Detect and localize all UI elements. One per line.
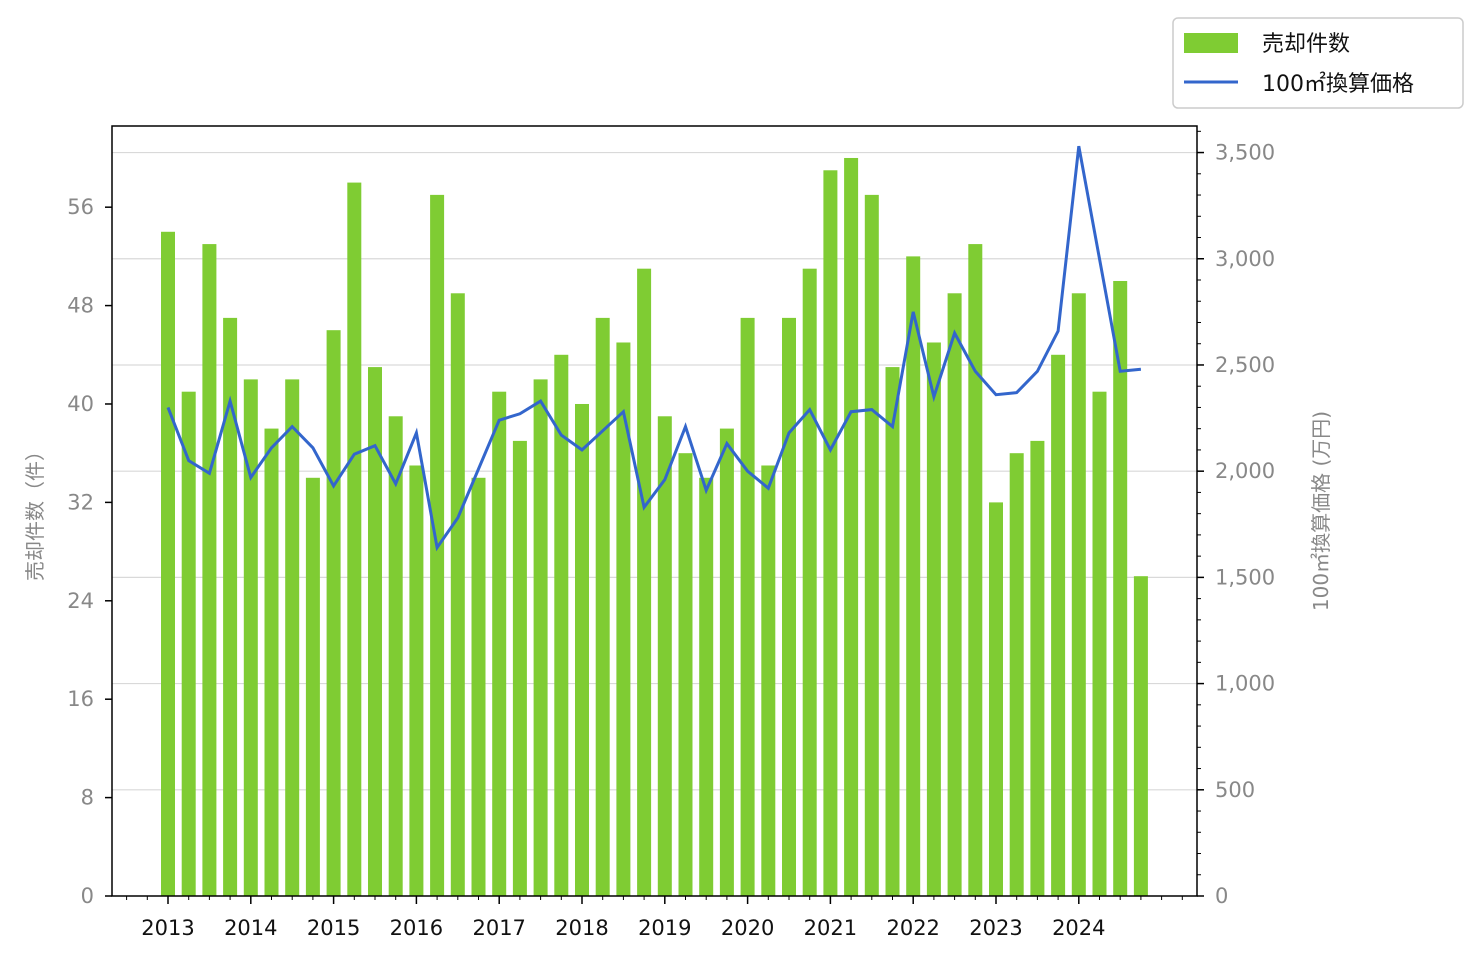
bar-15 bbox=[471, 477, 486, 896]
right-tick-label-4: 2,000 bbox=[1215, 459, 1275, 483]
plot-frame bbox=[111, 125, 1198, 897]
bar-11 bbox=[388, 416, 403, 896]
bar-3 bbox=[223, 317, 238, 896]
left-y-axis: 0 8 16 24 32 40 48 56 bbox=[67, 195, 112, 908]
x-tick-label-2024: 2024 bbox=[1052, 916, 1105, 940]
x-tick-label-2013: 2013 bbox=[141, 916, 194, 940]
x-tick-label-2021: 2021 bbox=[804, 916, 857, 940]
right-y-axis: 0 500 1,000 1,500 2,000 2,500 3,000 3,500 bbox=[1197, 130, 1275, 908]
bar-32 bbox=[823, 170, 838, 897]
bar-30 bbox=[782, 317, 796, 896]
x-tick-label-2018: 2018 bbox=[555, 916, 608, 940]
x-tick-label-2016: 2016 bbox=[390, 916, 443, 940]
bar-14 bbox=[450, 293, 465, 897]
x-axis: 2013 2014 2015 2016 2017 2018 2019 2020 2021 2022… bbox=[126, 896, 1183, 940]
right-tick-label-7: 3,500 bbox=[1215, 141, 1275, 165]
bar-23 bbox=[637, 268, 652, 896]
bar-12 bbox=[409, 465, 424, 896]
left-axis-title: 売却件数（件） bbox=[23, 441, 47, 581]
bar-25 bbox=[678, 453, 693, 896]
left-tick-label-5: 40 bbox=[67, 392, 94, 416]
right-tick-label-1: 500 bbox=[1215, 778, 1255, 802]
bar-41 bbox=[1009, 453, 1024, 896]
bar-34 bbox=[864, 194, 879, 897]
left-tick-label-3: 24 bbox=[67, 589, 94, 613]
legend-swatch-bars bbox=[1184, 33, 1238, 53]
bar-38 bbox=[947, 293, 962, 897]
left-tick-label-4: 32 bbox=[67, 490, 94, 514]
bar-9 bbox=[347, 182, 362, 896]
bar-40 bbox=[989, 502, 1003, 896]
x-tick-label-2019: 2019 bbox=[638, 916, 691, 940]
bar-1 bbox=[181, 391, 196, 896]
bar-10 bbox=[368, 367, 382, 896]
bar-28 bbox=[740, 317, 755, 896]
bar-47 bbox=[1133, 576, 1148, 896]
bar-18 bbox=[533, 379, 548, 896]
bar-0 bbox=[161, 231, 175, 897]
bar-19 bbox=[554, 354, 569, 896]
bar-26 bbox=[699, 477, 714, 896]
bar-45 bbox=[1092, 391, 1107, 896]
bar-17 bbox=[512, 440, 527, 896]
left-tick-label-2: 16 bbox=[67, 687, 94, 711]
left-tick-label-6: 48 bbox=[67, 294, 94, 318]
bar-33 bbox=[844, 157, 859, 896]
bar-36 bbox=[906, 256, 921, 896]
bar-series-sales-count bbox=[161, 157, 1148, 897]
bar-31 bbox=[802, 268, 817, 896]
legend-label-bars: 売却件数 bbox=[1262, 32, 1350, 57]
bar-8 bbox=[326, 330, 341, 896]
bar-29 bbox=[761, 465, 776, 896]
right-tick-label-3: 1,500 bbox=[1215, 565, 1275, 589]
bar-39 bbox=[968, 244, 983, 896]
bar-20 bbox=[575, 403, 589, 896]
bar-4 bbox=[243, 379, 258, 896]
right-tick-label-0: 0 bbox=[1215, 884, 1228, 908]
legend-box bbox=[1172, 17, 1464, 109]
x-tick-label-2014: 2014 bbox=[224, 916, 277, 940]
bar-2 bbox=[202, 244, 217, 896]
bar-22 bbox=[616, 342, 631, 897]
bar-21 bbox=[595, 317, 610, 896]
bar-6 bbox=[285, 379, 300, 896]
bar-5 bbox=[264, 428, 279, 896]
bar-42 bbox=[1030, 440, 1045, 896]
x-tick-label-2022: 2022 bbox=[886, 916, 939, 940]
left-tick-label-7: 56 bbox=[67, 195, 94, 219]
bar-43 bbox=[1051, 354, 1066, 896]
legend-label-line: 100㎡換算価格 bbox=[1262, 71, 1414, 97]
left-tick-label-1: 8 bbox=[81, 786, 94, 810]
x-tick-label-2023: 2023 bbox=[969, 916, 1022, 940]
left-tick-label-0: 0 bbox=[81, 884, 94, 908]
x-tick-label-2015: 2015 bbox=[307, 916, 360, 940]
legend: 売却件数 100㎡換算価格 bbox=[1172, 17, 1464, 109]
x-tick-label-2017: 2017 bbox=[472, 916, 525, 940]
bar-35 bbox=[885, 367, 900, 896]
bar-27 bbox=[719, 428, 734, 896]
right-tick-label-5: 2,500 bbox=[1215, 353, 1275, 377]
bar-37 bbox=[926, 342, 941, 897]
bar-24 bbox=[657, 416, 672, 896]
x-tick-label-2020: 2020 bbox=[721, 916, 774, 940]
right-tick-label-6: 3,000 bbox=[1215, 247, 1275, 271]
bar-44 bbox=[1071, 293, 1086, 897]
bar-7 bbox=[305, 477, 320, 896]
bar-46 bbox=[1113, 280, 1128, 897]
bar-16 bbox=[492, 391, 507, 896]
line-series-price-per-100sqm bbox=[166, 145, 1142, 552]
right-tick-label-2: 1,000 bbox=[1215, 672, 1275, 696]
right-axis-title: 100㎡換算価格 (万円) bbox=[1309, 411, 1333, 611]
